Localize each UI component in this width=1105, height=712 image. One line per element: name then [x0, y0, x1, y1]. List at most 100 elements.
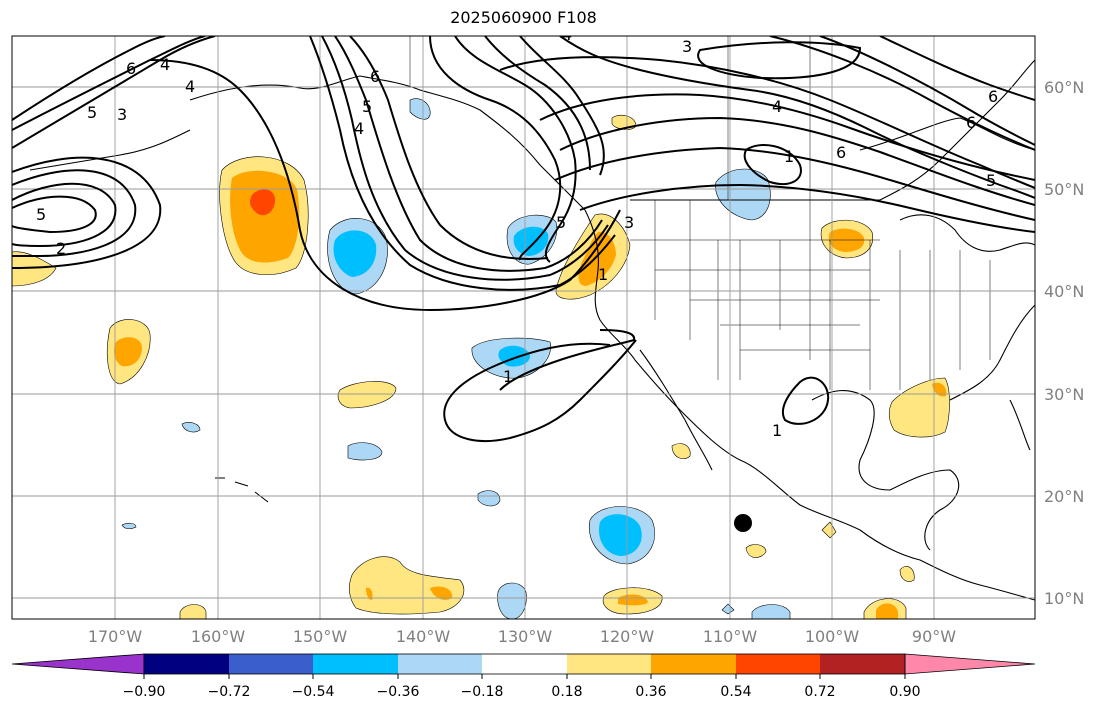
contour-line — [12, 169, 137, 257]
anomaly-blob — [121, 522, 137, 530]
anomaly-blob — [721, 603, 735, 615]
contour-line — [429, 36, 562, 261]
contour-line — [12, 182, 117, 248]
colorbar-tick-label: 0.72 — [804, 684, 835, 700]
contour-line — [484, 36, 591, 171]
contour-label: 5 — [362, 97, 372, 116]
canada-coast — [879, 59, 1035, 201]
lat-label: 30°N — [1044, 385, 1084, 404]
contour-line — [443, 339, 637, 442]
contour-line — [559, 116, 1035, 206]
lon-label: 100°W — [805, 627, 860, 646]
lon-label: 150°W — [293, 627, 348, 646]
anomaly-blob — [430, 586, 453, 600]
contour-label: 4 — [772, 97, 782, 116]
contour-line — [321, 36, 609, 281]
contour-label: 4 — [185, 77, 195, 96]
contour-line — [499, 329, 636, 391]
colorbar-tick-label: −0.90 — [123, 684, 166, 700]
anomaly-blob — [932, 382, 947, 397]
contour-line — [309, 36, 616, 291]
contour-line — [519, 36, 605, 176]
plot-frame — [11, 35, 1036, 620]
contour-label: 5 — [556, 213, 566, 232]
contour-line — [697, 41, 862, 80]
anomaly-blob — [876, 603, 898, 619]
map-background — [12, 36, 1035, 619]
east-coast — [949, 304, 1035, 401]
contour-label: 5 — [986, 171, 996, 190]
colorbar-bin — [313, 654, 398, 674]
alaska-coast — [189, 75, 586, 211]
contour-label: 5 — [87, 103, 97, 122]
florida — [1009, 399, 1031, 451]
great-lakes — [899, 214, 1035, 252]
contour-line — [579, 183, 1035, 233]
baja — [639, 349, 713, 471]
contour-label: 6 — [836, 143, 846, 162]
colorbar-bin — [651, 654, 736, 674]
anomaly-blob — [715, 168, 771, 221]
colorbar-extend-low — [11, 653, 145, 675]
contour-line — [12, 156, 162, 269]
contour-line — [879, 36, 1035, 101]
contour-label: 3 — [682, 37, 692, 56]
contour-label: 4 — [354, 119, 364, 138]
lat-label: 10°N — [1044, 589, 1084, 608]
contour-line — [539, 93, 1035, 181]
contour-line — [781, 376, 830, 425]
lat-label: 20°N — [1044, 487, 1084, 506]
anomaly-blob — [751, 604, 791, 619]
anomaly-blob — [598, 514, 642, 556]
anomaly-blob — [333, 230, 377, 277]
anomaly-blob — [745, 544, 767, 558]
colorbar-extend-high — [904, 653, 1036, 675]
hudson-area — [859, 117, 1035, 151]
contour-label: 3 — [117, 105, 127, 124]
contour-label: 6 — [966, 113, 976, 132]
colorbar-tick-label: 0.54 — [720, 684, 751, 700]
lon-label: 160°W — [191, 627, 246, 646]
anomaly-blob — [347, 442, 383, 461]
anomaly-blob — [230, 170, 300, 263]
lon-label: 120°W — [600, 627, 655, 646]
colorbar-bin — [820, 654, 905, 674]
gulf-coast — [811, 389, 960, 551]
contour-line — [554, 146, 1035, 221]
colorbar-tick-label: 0.36 — [635, 684, 666, 700]
anomaly-blob — [513, 226, 549, 256]
contour-line — [12, 195, 97, 234]
latitude-labels: 60°N 50°N 40°N 30°N 20°N 10°N — [1044, 78, 1084, 608]
anomaly-blob — [250, 189, 275, 216]
contour-line — [819, 36, 1035, 146]
colorbar-tick-label: −0.72 — [208, 684, 251, 700]
hawaii-islands — [215, 477, 269, 503]
anomaly-blob — [114, 337, 142, 367]
contour-label: 1 — [772, 421, 782, 440]
colorbar-tick-label: −0.18 — [461, 684, 504, 700]
colorbar-bin — [482, 654, 567, 674]
colorbar-bin — [144, 654, 229, 674]
anomaly-blob — [366, 587, 373, 600]
lat-label: 60°N — [1044, 78, 1084, 97]
colorbar-tick-label: 0.90 — [889, 684, 920, 700]
colorbar-bin — [736, 654, 820, 674]
contour-label: 4 — [160, 55, 170, 74]
lon-label: 130°W — [498, 627, 553, 646]
contour-label: 6 — [370, 67, 380, 86]
contour-line — [12, 36, 216, 149]
lon-label: 170°W — [88, 627, 143, 646]
coastlines — [29, 59, 1035, 601]
contour-label: 3 — [624, 213, 634, 232]
colorbar-frame — [143, 653, 906, 675]
anomaly-blob — [821, 521, 837, 539]
anomaly-blob — [179, 604, 207, 619]
contour-label: 1 — [503, 367, 513, 386]
aleutian-chain — [29, 129, 191, 171]
lon-label: 90°W — [912, 627, 956, 646]
contour-lines — [12, 36, 1035, 442]
contour-line — [499, 56, 1035, 189]
colorbar-bin — [398, 654, 482, 674]
lon-label: 110°W — [703, 627, 758, 646]
